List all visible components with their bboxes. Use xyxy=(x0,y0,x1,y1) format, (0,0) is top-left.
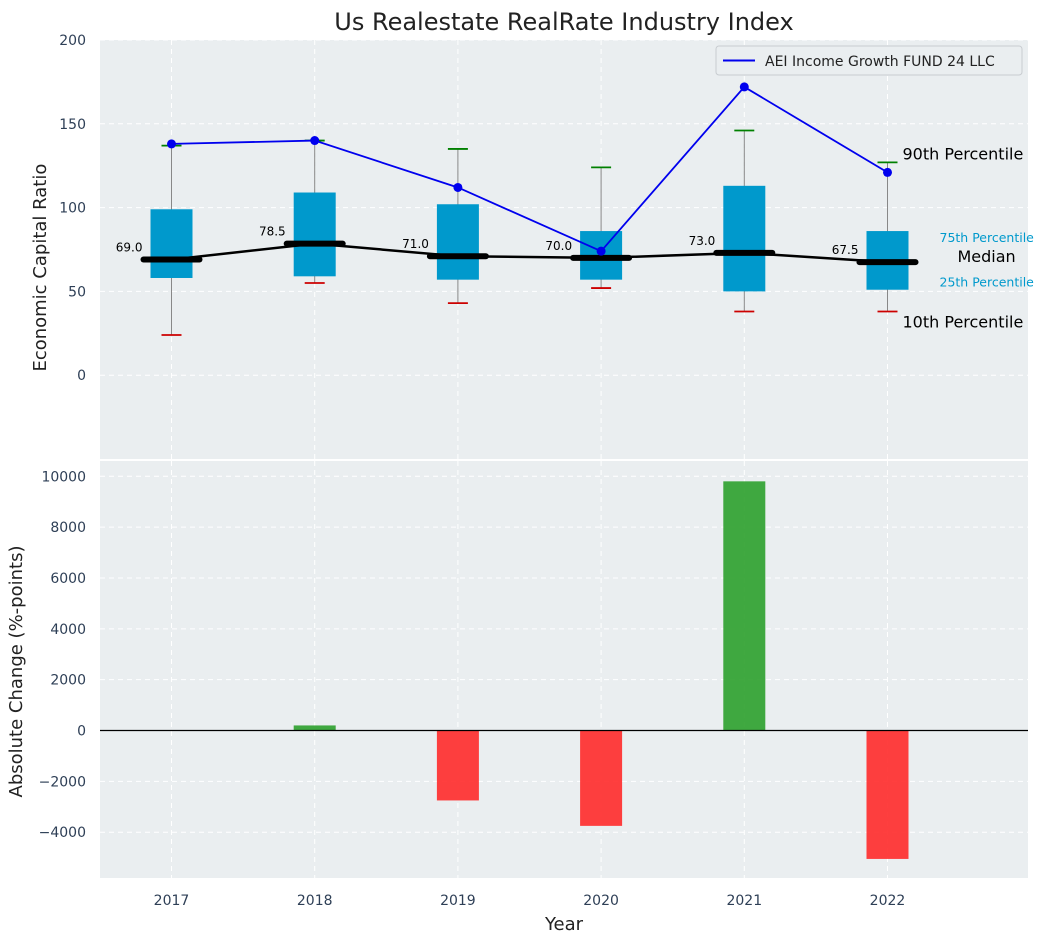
series-point xyxy=(739,82,749,92)
bottom-y-tick-label: 8000 xyxy=(50,520,86,536)
series-point xyxy=(310,136,320,146)
legend-label: AEI Income Growth FUND 24 LLC xyxy=(765,54,995,70)
top-panel: 0 50 100 150 200 Economic Capital Ratio 69.0… xyxy=(30,33,1034,459)
bottom-y-axis-label: Absolute Change (%-points) xyxy=(6,546,27,798)
bottom-gridlines xyxy=(100,461,1028,878)
change-bar xyxy=(866,730,909,859)
top-y-tick-label: 50 xyxy=(68,284,86,300)
median-value-label: 70.0 xyxy=(545,239,572,253)
x-tick-label: 2022 xyxy=(870,893,906,909)
series-point xyxy=(453,182,463,192)
x-tick-label: 2018 xyxy=(297,893,333,909)
bottom-y-axis: −4000 −2000 0 2000 4000 6000 8000 10000 xyxy=(39,469,86,841)
x-axis: 2017 2018 2019 2020 2021 2022 xyxy=(154,893,906,909)
annotation-median: Median xyxy=(958,247,1016,266)
median-trend-line xyxy=(171,242,888,264)
change-bars xyxy=(293,481,909,859)
annotation-25th: 25th Percentile xyxy=(940,275,1035,290)
fund-series xyxy=(167,82,892,256)
chart-title: Us Realestate RealRate Industry Index xyxy=(334,8,793,36)
bottom-y-tick-label: 2000 xyxy=(50,673,86,689)
series-point xyxy=(883,167,892,177)
top-y-axis-label: Economic Capital Ratio xyxy=(30,164,51,372)
change-bar xyxy=(723,481,766,731)
bottom-y-tick-label: 6000 xyxy=(50,571,86,587)
median-value-label: 78.5 xyxy=(259,225,286,239)
bottom-y-tick-label: 0 xyxy=(77,724,86,740)
series-line xyxy=(171,85,888,253)
box-plots: 69.0 78.5 71.0 70.0 73.0 67.5 xyxy=(116,129,919,336)
top-y-tick-label: 0 xyxy=(77,368,86,384)
series-point xyxy=(167,139,176,149)
median-value-label: 73.0 xyxy=(689,234,716,248)
change-bar xyxy=(580,730,623,826)
annotation-75th: 75th Percentile xyxy=(940,230,1035,245)
legend-box xyxy=(715,45,1023,76)
median-line xyxy=(171,242,888,264)
median-value-label: 71.0 xyxy=(402,237,429,251)
iqr-box xyxy=(293,192,336,277)
percentile-annotations: 90th Percentile 75th Percentile Median 2… xyxy=(903,144,1035,331)
x-tick-label: 2017 xyxy=(154,893,190,909)
bottom-y-tick-label: −4000 xyxy=(39,825,86,841)
top-y-tick-label: 100 xyxy=(59,201,86,217)
top-y-tick-label: 200 xyxy=(59,33,86,49)
top-y-tick-label: 150 xyxy=(59,117,86,133)
annotation-10th: 10th Percentile xyxy=(903,313,1024,332)
legend: AEI Income Growth FUND 24 LLC xyxy=(715,45,1023,76)
x-tick-label: 2020 xyxy=(583,893,619,909)
iqr-box xyxy=(436,204,479,280)
x-axis-label: Year xyxy=(544,914,584,935)
median-value-label: 67.5 xyxy=(832,243,859,257)
iqr-box xyxy=(150,209,193,278)
change-bar xyxy=(293,725,336,731)
top-y-axis: 0 50 100 150 200 xyxy=(59,33,86,384)
series-point xyxy=(596,246,606,256)
x-tick-label: 2019 xyxy=(440,893,476,909)
bottom-y-tick-label: 4000 xyxy=(50,622,86,638)
median-value-label: 69.0 xyxy=(116,241,143,255)
bottom-y-tick-label: −2000 xyxy=(39,774,86,790)
bottom-y-tick-label: 10000 xyxy=(41,469,86,485)
x-tick-label: 2021 xyxy=(726,893,762,909)
iqr-box xyxy=(723,185,766,292)
change-bar xyxy=(436,730,479,801)
annotation-90th: 90th Percentile xyxy=(903,144,1024,163)
